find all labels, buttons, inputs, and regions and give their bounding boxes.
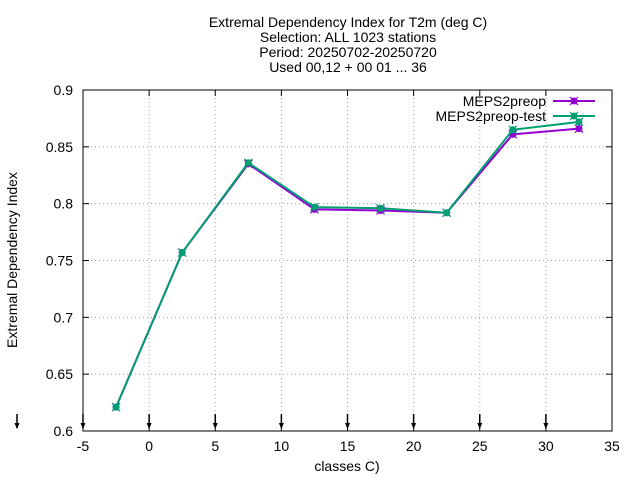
data-point-cross: [243, 158, 253, 168]
data-point: [177, 248, 187, 257]
data-point-cross: [508, 125, 518, 135]
series-line-meps2preop-test: [115, 120, 580, 408]
x-tick-label: 30: [538, 438, 554, 454]
x-tick-label: 10: [274, 438, 290, 454]
data-point: [376, 203, 385, 213]
y-tick-label: 0.9: [54, 82, 74, 98]
series-lines: [111, 117, 584, 412]
legend: MEPS2preop MEPS2preop-test: [436, 93, 595, 124]
arrow-marker-head: [411, 423, 417, 429]
data-point-cross: [574, 117, 584, 127]
data-point-cross: [569, 96, 579, 106]
y-tick-label: 0.85: [46, 139, 73, 155]
y-axis-label: Extremal Dependency Index: [4, 172, 20, 348]
x-tick-label: 35: [604, 438, 620, 454]
x-tick-label: -5: [77, 438, 90, 454]
legend-point: [569, 111, 579, 121]
arrow-marker-head: [278, 423, 284, 429]
x-tick-label: 5: [211, 438, 219, 454]
arrow-marker-head: [477, 423, 483, 429]
grid-lines: [83, 90, 612, 431]
legend-point: [569, 96, 579, 106]
y-tick-label: 0.75: [46, 253, 73, 269]
down-arrow-markers: [14, 414, 549, 429]
legend-label-meps2preop: MEPS2preop: [463, 93, 546, 109]
y-tick-labels: 0.6 0.65 0.7 0.75 0.8 0.85 0.9: [46, 82, 73, 439]
data-point: [574, 124, 584, 134]
title-line-4: Used 00,12 + 00 01 ... 36: [269, 59, 427, 75]
data-point: [508, 125, 518, 135]
legend-marker-meps2preop: [569, 96, 579, 106]
title-line-3: Period: 20250702-20250720: [259, 44, 437, 60]
legend-label-meps2preop-test: MEPS2preop-test: [436, 108, 547, 124]
data-point: [243, 158, 253, 168]
x-tick-label: 25: [472, 438, 488, 454]
data-point-cross: [310, 202, 319, 212]
legend-marker-meps2preop-test: [569, 111, 579, 121]
arrow-marker-head: [80, 423, 86, 429]
data-point: [442, 208, 452, 218]
data-point-cross: [376, 203, 385, 213]
arrow-marker-head: [345, 423, 350, 429]
data-point-cross: [177, 248, 187, 257]
arrow-marker-head: [146, 423, 152, 429]
x-tick-label: 0: [145, 438, 153, 454]
data-point-cross: [569, 111, 579, 121]
x-tick-label: 15: [340, 438, 356, 454]
data-point-cross: [442, 208, 452, 218]
outside-arrow-marker-head: [14, 423, 20, 429]
x-tick-label: 20: [406, 438, 422, 454]
y-tick-label: 0.65: [46, 366, 73, 382]
data-point-cross: [574, 124, 584, 134]
title-line-1: Extremal Dependency Index for T2m (deg C…: [209, 14, 487, 30]
arrow-marker-head: [543, 423, 549, 429]
y-tick-label: 0.7: [54, 309, 74, 325]
chart-title: Extremal Dependency Index for T2m (deg C…: [209, 14, 487, 75]
data-point: [310, 202, 319, 212]
x-axis-label: classes C): [314, 458, 379, 474]
data-point-cross: [111, 402, 121, 412]
arrow-marker-head: [212, 423, 218, 429]
y-tick-label: 0.8: [54, 196, 74, 212]
data-point: [574, 117, 584, 127]
title-line-2: Selection: ALL 1023 stations: [260, 29, 436, 45]
data-point: [111, 402, 121, 412]
x-tick-labels: -5 0 5 10 15 20 25 30 35: [77, 438, 620, 454]
y-tick-label: 0.6: [54, 423, 74, 439]
